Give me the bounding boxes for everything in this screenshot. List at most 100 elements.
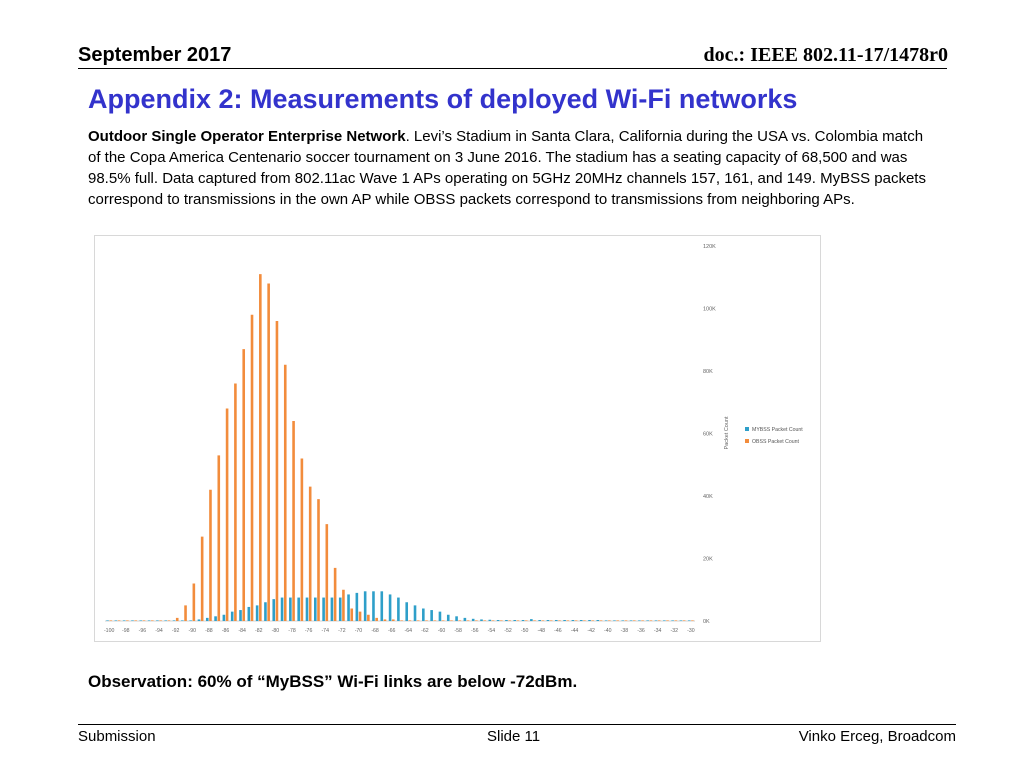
x-tick-label: -46: [554, 628, 562, 634]
bar-obss--88: [209, 489, 212, 621]
footer-divider: [78, 724, 956, 725]
bar-obss--41: [599, 620, 603, 621]
bar-obss--58: [458, 620, 462, 621]
x-tick-label: -54: [488, 628, 496, 634]
bar-mybss--68: [372, 591, 375, 621]
y-axis-label: Packet Count: [724, 416, 730, 449]
bar-mybss--81: [264, 602, 267, 621]
bar-mybss--38: [621, 620, 625, 621]
legend-label-obss: OBSS Packet Count: [752, 439, 800, 445]
bar-obss--86: [225, 408, 229, 621]
bar-mybss--40: [604, 620, 608, 621]
bar-mybss--98: [122, 620, 126, 621]
bar-mybss--49: [530, 619, 533, 622]
bar-mybss--51: [513, 620, 517, 621]
header-divider: [78, 68, 947, 69]
x-tick-label: -66: [388, 628, 396, 634]
bar-mybss--59: [446, 614, 450, 621]
bar-obss--61: [433, 620, 437, 621]
bar-mybss--87: [214, 616, 217, 621]
footer-submission: Submission: [78, 728, 156, 745]
bar-obss--31: [682, 620, 686, 621]
bar-mybss--88: [205, 617, 209, 622]
bar-mybss--78: [289, 597, 292, 621]
legend-swatch-mybss: [745, 427, 749, 431]
bar-obss--89: [200, 536, 204, 622]
bar-mybss--44: [571, 620, 575, 621]
bar-obss--74: [325, 524, 329, 622]
bar-mybss--62: [422, 608, 425, 621]
y-tick-label: 100K: [703, 307, 716, 313]
bar-obss--73: [333, 567, 337, 622]
observation-text: Observation: 60% of “MyBSS” Wi-Fi links …: [88, 672, 578, 691]
bar-mybss--76: [305, 597, 309, 621]
bar-obss--34: [657, 620, 661, 621]
bar-obss--78: [292, 421, 295, 621]
x-tick-label: -38: [621, 628, 629, 634]
bar-obss--71: [350, 608, 354, 621]
bar-mybss--66: [388, 594, 392, 621]
bar-mybss--37: [629, 620, 633, 621]
body-text: . Levi’s Stadium in Santa Clara, Califor…: [88, 128, 926, 208]
bar-obss--72: [342, 589, 345, 621]
x-tick-label: -84: [238, 628, 246, 634]
bar-mybss--65: [397, 597, 400, 621]
bar-obss--66: [391, 619, 395, 621]
histogram-svg: -100 -98 -96 -94 -92 -90 -88 -86 -84 -82 -80 -78 -76…: [104, 244, 803, 634]
bar-obss--55: [483, 620, 486, 621]
x-tick-label: -72: [338, 628, 346, 634]
bar-mybss--33: [663, 620, 666, 621]
x-tick-label: -92: [172, 628, 180, 634]
bar-obss--40: [608, 620, 611, 621]
x-tick-label: -68: [371, 628, 379, 634]
bar-obss--94: [159, 620, 162, 621]
y-tick-label: 60K: [703, 432, 713, 438]
footer-slide-number: Slide 11: [487, 728, 541, 745]
bar-mybss--43: [579, 620, 583, 621]
bar-mybss--58: [455, 616, 458, 621]
bar-obss--39: [616, 620, 619, 621]
bar-obss--60: [441, 620, 445, 621]
bar-mybss--72: [338, 597, 342, 621]
x-tick-label: -74: [321, 628, 329, 634]
bar-obss--84: [242, 349, 246, 622]
legend-swatch-obss: [745, 439, 749, 443]
bar-obss--83: [250, 314, 254, 621]
x-tick-label: -96: [139, 628, 147, 634]
x-tick-label: -88: [205, 628, 213, 634]
x-tick-label: -76: [305, 628, 313, 634]
bar-mybss--100: [106, 620, 109, 621]
bar-mybss--85: [230, 611, 234, 622]
bar-mybss--35: [646, 620, 649, 621]
bar-mybss--93: [164, 620, 168, 621]
bar-mybss--41: [596, 620, 600, 621]
bar-obss--67: [383, 619, 387, 621]
bar-obss--69: [367, 614, 370, 621]
x-tick-label: -36: [637, 628, 645, 634]
x-tick-label: -30: [687, 628, 695, 634]
x-tick-label: -48: [538, 628, 546, 634]
bar-obss--79: [283, 364, 287, 621]
bar-obss--54: [491, 620, 495, 621]
bar-mybss--67: [380, 591, 384, 621]
bar-obss--80: [275, 321, 279, 621]
bar-obss--85: [234, 383, 237, 621]
bar-obss--77: [300, 458, 304, 621]
x-tick-label: -34: [654, 628, 662, 634]
bar-obss--57: [466, 620, 470, 621]
bar-mybss--80: [272, 599, 276, 622]
body-lead: Outdoor Single Operator Enterprise Netwo…: [88, 128, 406, 145]
bar-mybss--90: [189, 620, 192, 621]
bar-obss--100: [109, 620, 113, 621]
x-tick-label: -98: [122, 628, 130, 634]
bar-mybss--69: [363, 591, 367, 621]
bar-obss--63: [416, 620, 420, 621]
x-tick-label: -42: [587, 628, 595, 634]
bar-obss--99: [117, 620, 121, 621]
bar-obss--75: [317, 499, 320, 622]
bar-obss--46: [558, 620, 561, 621]
bar-mybss--54: [488, 619, 492, 621]
bar-obss--82: [259, 274, 262, 622]
bar-obss--95: [151, 620, 154, 621]
bar-mybss--94: [156, 620, 159, 621]
